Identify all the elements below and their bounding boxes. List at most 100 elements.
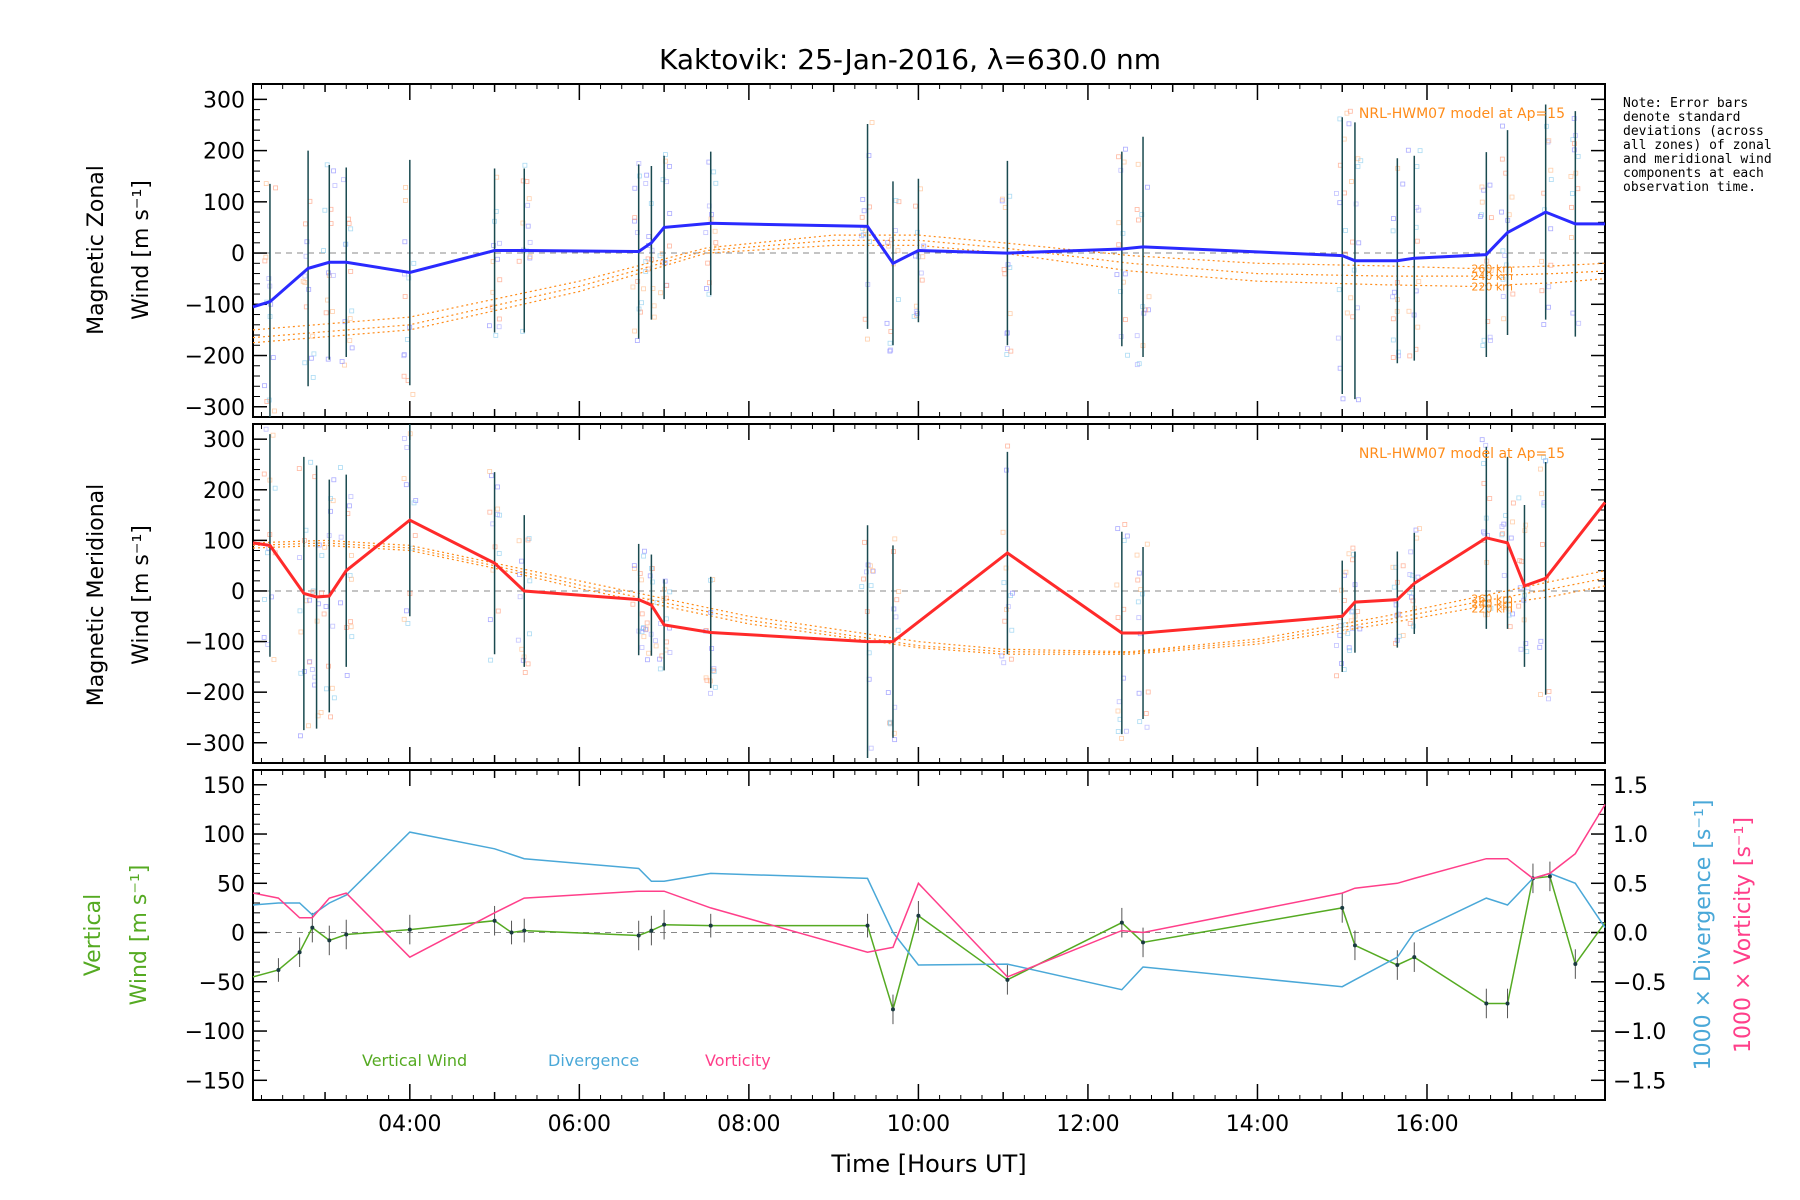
y2-tick-label: 0.0 xyxy=(1613,922,1648,947)
zone-sample xyxy=(650,566,655,571)
zone-sample xyxy=(1518,646,1524,652)
zone-sample xyxy=(1125,352,1130,358)
zone-sample xyxy=(1400,633,1406,638)
zone-sample xyxy=(1537,644,1543,650)
vertical-wind-point xyxy=(890,1007,895,1012)
zone-sample xyxy=(1354,305,1360,311)
zone-sample xyxy=(262,383,267,389)
zone-sample xyxy=(1502,253,1508,258)
zone-sample xyxy=(349,345,355,351)
zone-sample xyxy=(1121,159,1127,165)
zone-sample xyxy=(1548,226,1554,232)
zone-sample xyxy=(411,260,417,266)
vertical-wind-point xyxy=(708,923,713,928)
x-axis-label: Time [Hours UT] xyxy=(830,1150,1026,1178)
zone-sample xyxy=(1355,164,1361,169)
zone-sample xyxy=(1337,632,1343,638)
zone-sample xyxy=(1007,193,1013,199)
vertical-wind-point xyxy=(1547,874,1552,879)
zone-sample xyxy=(662,578,668,584)
zone-sample xyxy=(867,563,873,569)
zone-sample xyxy=(1406,308,1412,314)
zone-sample xyxy=(667,589,673,595)
zone-sample xyxy=(645,266,651,272)
zone-sample xyxy=(261,635,267,640)
zone-sample xyxy=(1008,656,1014,662)
vertical-wind-point xyxy=(916,913,921,918)
zone-sample xyxy=(1001,267,1007,272)
zone-sample xyxy=(859,233,864,239)
zone-sample xyxy=(1390,355,1396,360)
zone-sample xyxy=(632,185,638,191)
zone-sample xyxy=(1510,291,1516,297)
zone-sample xyxy=(1414,535,1420,541)
zone-sample xyxy=(667,211,673,216)
zone-sample xyxy=(645,657,650,663)
zone-sample xyxy=(1500,276,1506,282)
y-tick-label: −200 xyxy=(185,681,245,706)
zone-sample xyxy=(1002,618,1008,624)
zone-sample xyxy=(1500,123,1505,129)
zone-sample xyxy=(487,509,493,515)
model-curve-label: 220 km xyxy=(1471,280,1513,293)
zone-sample xyxy=(1481,480,1487,486)
zone-sample xyxy=(309,667,315,672)
zone-sample xyxy=(346,221,352,226)
zone-sample xyxy=(401,373,407,379)
zone-sample xyxy=(1516,603,1522,609)
zone-sample xyxy=(1007,311,1013,317)
zone-sample xyxy=(1479,437,1485,443)
zone-sample xyxy=(643,269,649,274)
zone-sample xyxy=(331,168,337,174)
zone-sample xyxy=(885,690,891,695)
zone-sample xyxy=(1499,524,1505,530)
zone-sample xyxy=(404,337,410,342)
zone-sample xyxy=(647,573,653,579)
zone-sample xyxy=(1145,184,1150,190)
zone-sample xyxy=(522,162,528,168)
zone-sample xyxy=(1481,461,1487,466)
zone-sample xyxy=(712,684,718,690)
zone-sample xyxy=(342,362,347,368)
zone-sample xyxy=(264,399,270,404)
zone-sample xyxy=(1548,167,1554,173)
zone-sample xyxy=(1355,397,1361,403)
y2-tick-label: −0.5 xyxy=(1613,971,1666,996)
vertical-wind-point xyxy=(276,967,281,972)
y-tick-label: −200 xyxy=(185,345,245,370)
zone-sample xyxy=(519,558,524,564)
zone-sample xyxy=(1343,569,1349,575)
x-tick-label: 10:00 xyxy=(887,1112,950,1137)
vertical-y-label-wind: Wind xyxy=(127,950,152,1005)
zone-sample xyxy=(896,199,902,205)
zone-sample xyxy=(709,212,714,217)
x-tick-label: 04:00 xyxy=(378,1112,441,1137)
vertical-wind-point xyxy=(522,928,527,933)
zone-sample xyxy=(1134,207,1140,212)
zone-sample xyxy=(1115,729,1121,734)
zone-sample xyxy=(1134,333,1140,339)
zone-sample xyxy=(1396,353,1401,359)
zone-sample xyxy=(1516,495,1522,501)
zone-sample xyxy=(329,685,335,691)
zone-sample xyxy=(1139,212,1145,217)
zone-sample xyxy=(632,218,637,224)
zone-sample xyxy=(641,634,647,640)
zone-sample xyxy=(1479,184,1485,190)
zone-sample xyxy=(639,611,645,617)
zone-sample xyxy=(338,465,343,470)
zone-sample xyxy=(348,269,354,274)
meridional-y-label-line2: Wind [m s⁻¹] xyxy=(129,525,154,665)
zone-sample xyxy=(1477,214,1483,219)
vertical-wind-line xyxy=(252,875,1606,1013)
vertical-y-label-word: Vertical xyxy=(81,894,106,976)
zone-sample xyxy=(1135,161,1141,167)
vertical-panel-series xyxy=(252,804,1606,1025)
error-bar-note: Note: Error bars denote standard deviati… xyxy=(1623,96,1772,195)
zone-sample xyxy=(918,270,924,276)
zone-sample xyxy=(1484,612,1490,617)
zone-sample xyxy=(348,576,354,582)
zone-sample xyxy=(862,539,867,545)
zone-sample xyxy=(641,553,646,559)
zone-sample xyxy=(1121,538,1127,543)
